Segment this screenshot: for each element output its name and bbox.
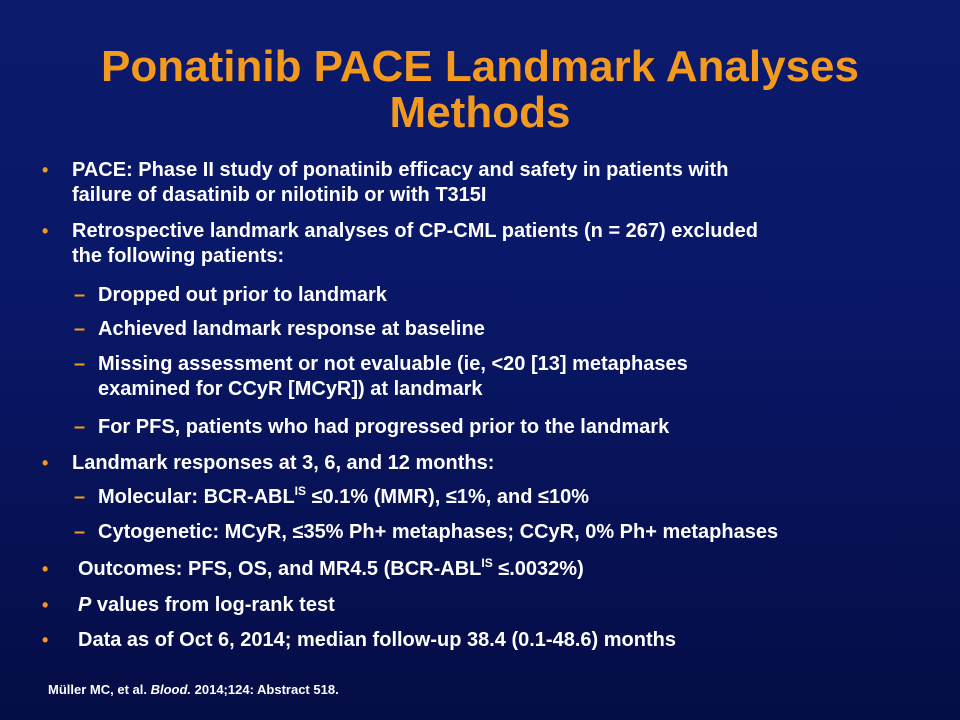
dash-marker: – [74, 318, 86, 340]
sub-item-pfs-progressed: For PFS, patients who had progressed pri… [98, 416, 670, 438]
dash-marker: – [74, 486, 86, 508]
superscript-is: IS [481, 556, 493, 570]
citation-details: 2014;124: Abstract 518. [191, 682, 339, 697]
outcomes-threshold: ≤.0032%) [492, 558, 584, 580]
bullet-5-p-values: P values from log-rank test [78, 593, 335, 617]
sub-item-dropped-out: Dropped out prior to landmark [98, 284, 387, 306]
sub-item-molecular: Molecular: BCR-ABLIS ≤0.1% (MMR), ≤1%, a… [98, 485, 589, 509]
sub-item-cytogenetic: Cytogenetic: MCyR, ≤35% Ph+ metaphases; … [98, 521, 779, 543]
bullet-marker: • [42, 453, 49, 473]
title-line-2: Methods [389, 88, 571, 137]
citation-journal: Blood. [150, 682, 192, 697]
dash-marker: – [74, 521, 86, 543]
bullet-marker: • [42, 595, 49, 615]
bullet-1-line-2: failure of dasatinib or nilotinib or wit… [72, 184, 487, 206]
bullet-2-line-2: the following patients: [72, 245, 285, 267]
p-italic: P [78, 594, 92, 616]
bullet-marker: • [42, 630, 49, 650]
citation-footer: Müller MC, et al. Blood. 2014;124: Abstr… [48, 682, 339, 697]
bullet-marker: • [42, 559, 49, 579]
sub-item-missing-line-2: examined for CCyR [MCyR]) at landmark [98, 378, 483, 400]
outcomes-text: Outcomes: PFS, OS, and MR4.5 (BCR-ABL [78, 558, 482, 580]
bullet-3: Landmark responses at 3, 6, and 12 month… [72, 452, 495, 474]
dash-marker: – [74, 416, 86, 438]
dash-marker: – [74, 284, 86, 306]
bullet-1-line-1: PACE: Phase II study of ponatinib effica… [72, 159, 729, 181]
molecular-text: Molecular: BCR-ABL [98, 486, 295, 508]
superscript-is: IS [294, 484, 307, 498]
bullet-marker: • [42, 160, 49, 180]
sub-item-achieved-baseline: Achieved landmark response at baseline [98, 318, 485, 340]
bullet-marker: • [42, 221, 49, 241]
bullet-2-line-1: Retrospective landmark analyses of CP-CM… [72, 220, 758, 242]
bullet-4-outcomes: Outcomes: PFS, OS, and MR4.5 (BCR-ABLIS … [78, 557, 584, 581]
citation-authors: Müller MC, et al. [48, 682, 151, 697]
dash-marker: – [74, 353, 86, 375]
slide-title: Ponatinib PACE Landmark Analyses Methods [30, 44, 930, 136]
bullet-6-data-date: Data as of Oct 6, 2014; median follow-up… [78, 629, 676, 651]
title-line-1: Ponatinib PACE Landmark Analyses [101, 42, 859, 91]
p-values-text: values from log-rank test [91, 594, 335, 616]
sub-item-missing-line-1: Missing assessment or not evaluable (ie,… [98, 353, 688, 375]
molecular-thresholds: ≤0.1% (MMR), ≤1%, and ≤10% [306, 486, 590, 508]
